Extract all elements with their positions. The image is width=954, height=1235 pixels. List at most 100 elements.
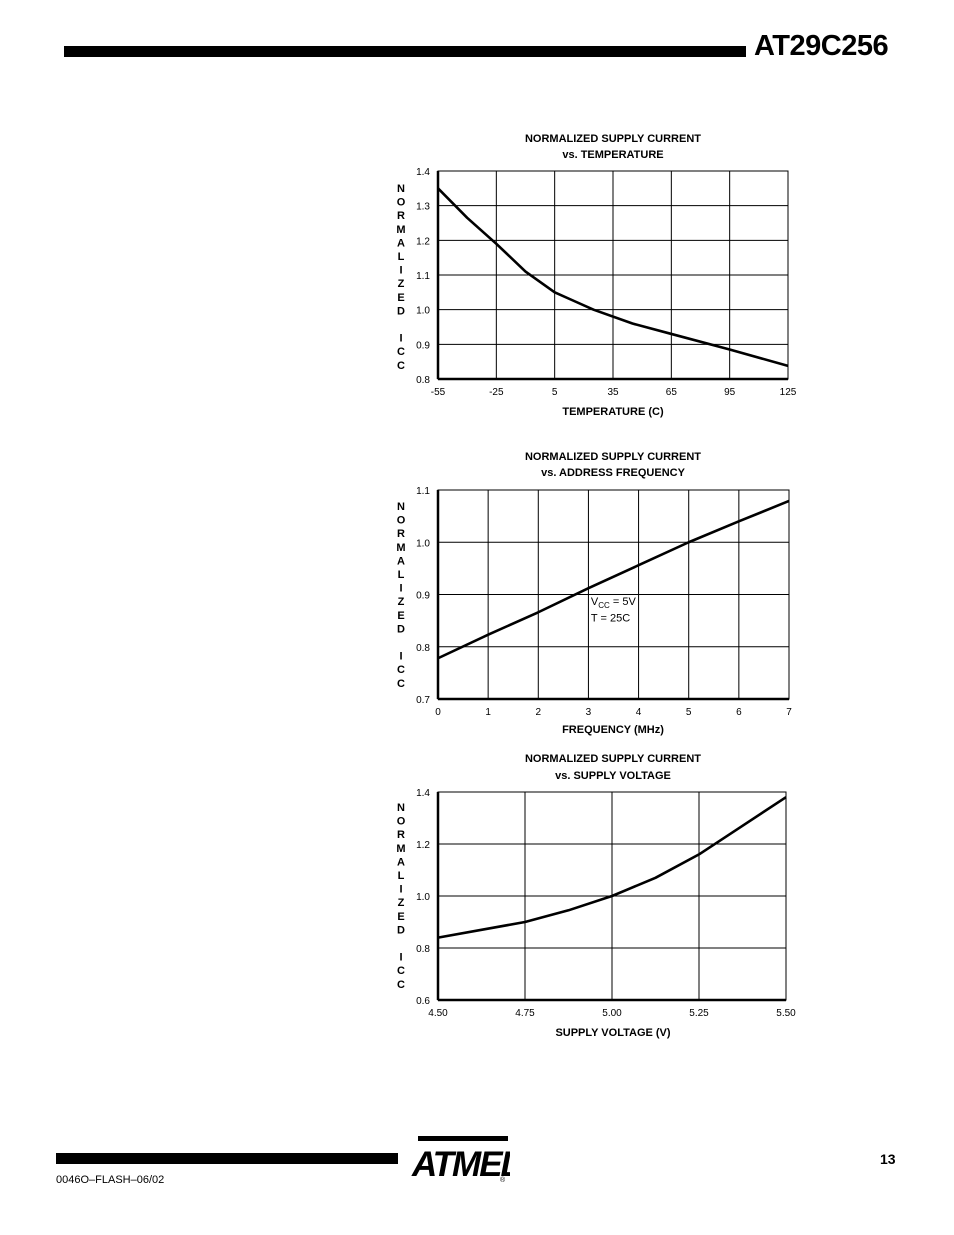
y-axis-label-letter: N	[397, 501, 405, 513]
annotation-subscript: CC	[598, 601, 610, 610]
atmel-logo: ATMEL ®	[410, 1136, 523, 1191]
y-axis-label-letter: M	[396, 542, 405, 554]
series-line	[437, 796, 787, 939]
x-axis-label: TEMPERATURE (C)	[562, 406, 664, 418]
y-axis-label-letter: M	[396, 843, 405, 855]
x-axis-label: SUPPLY VOLTAGE (V)	[555, 1027, 670, 1039]
x-tick-label: 65	[666, 387, 678, 398]
y-tick-label: 1.4	[416, 788, 430, 799]
annotation-text: V	[591, 596, 599, 608]
y-axis-label-letter: O	[397, 197, 406, 209]
y-tick-label: 1.2	[416, 236, 430, 247]
y-axis-label-letter: E	[397, 610, 404, 622]
y-tick-label: 1.2	[416, 840, 430, 851]
y-tick-label: 0.7	[416, 695, 430, 706]
y-axis-label-letter: A	[397, 555, 405, 567]
x-tick-label: 6	[736, 707, 742, 718]
x-tick-label: 1	[485, 707, 491, 718]
x-tick-label: 7	[786, 707, 792, 718]
y-axis-label-letter: I	[399, 651, 402, 663]
series-line	[437, 499, 790, 660]
atmel-logo-mark: ATMEL ®	[411, 1136, 523, 1184]
x-tick-label: -55	[431, 387, 446, 398]
y-axis-label-letter: I	[399, 333, 402, 345]
y-axis-label-letter: R	[397, 210, 405, 222]
y-axis-label-letter: O	[397, 515, 406, 527]
y-axis-label-letter: C	[397, 678, 405, 690]
y-axis-label-letter: D	[397, 305, 405, 317]
y-tick-label: 1.0	[416, 538, 430, 549]
document-id: 0046O–FLASH–06/02	[56, 1174, 165, 1186]
chart-title: NORMALIZED SUPPLY CURRENT	[525, 133, 701, 145]
registered-mark: ®	[500, 1176, 506, 1184]
y-axis-label-letter: C	[397, 360, 405, 372]
chart-subtitle: vs. TEMPERATURE	[562, 149, 663, 161]
header-rule	[64, 46, 746, 57]
x-tick-label: 5	[552, 387, 558, 398]
y-axis-label-letter: I	[399, 265, 402, 277]
footer-rule	[56, 1153, 398, 1164]
y-tick-label: 0.8	[416, 944, 430, 955]
y-axis-label-letter: E	[397, 292, 404, 304]
x-tick-label: 5	[686, 707, 692, 718]
y-axis-label-letter: R	[397, 829, 405, 841]
y-axis-label-letter: E	[397, 911, 404, 923]
y-axis-label-letter: I	[399, 583, 402, 595]
x-axis-label: FREQUENCY (MHz)	[562, 724, 664, 736]
chart-title: NORMALIZED SUPPLY CURRENT	[525, 451, 701, 463]
y-tick-label: 0.9	[416, 340, 430, 351]
logo-text: ATMEL	[411, 1145, 510, 1184]
x-tick-label: 5.00	[602, 1008, 622, 1019]
x-tick-label: 125	[780, 387, 797, 398]
y-axis-label-letter: C	[397, 965, 405, 977]
y-tick-label: 1.3	[416, 202, 430, 213]
x-tick-label: 95	[724, 387, 736, 398]
y-axis-label-letter: Z	[398, 897, 405, 909]
y-axis-label-letter: O	[397, 816, 406, 828]
y-axis-label-letter: N	[397, 802, 405, 814]
chart-annotation: T = 25C	[591, 613, 630, 625]
y-axis-label-letter: D	[397, 924, 405, 936]
y-tick-label: 1.1	[416, 486, 430, 497]
chart-title: NORMALIZED SUPPLY CURRENT	[525, 753, 701, 765]
y-axis-label-letter: D	[397, 623, 405, 635]
x-tick-label: 5.25	[689, 1008, 709, 1019]
x-tick-label: 4	[636, 707, 642, 718]
x-tick-label: 35	[607, 387, 619, 398]
chart-annotation: VCC = 5V	[591, 596, 637, 610]
document-title: AT29C256	[754, 30, 889, 62]
x-tick-label: 5.50	[776, 1008, 796, 1019]
y-axis-label-letter: C	[397, 664, 405, 676]
y-axis-label-letter: A	[397, 856, 405, 868]
annotation-text: T = 25C	[591, 613, 630, 625]
y-axis-label-letter: L	[398, 251, 405, 263]
x-tick-label: 4.50	[428, 1008, 448, 1019]
y-axis-label-letter: N	[397, 183, 405, 195]
y-axis-label-letter: L	[398, 870, 405, 882]
chart-subtitle: vs. SUPPLY VOLTAGE	[555, 770, 671, 782]
page-number: 13	[880, 1151, 896, 1167]
y-tick-label: 0.6	[416, 996, 430, 1007]
y-tick-label: 1.0	[416, 306, 430, 317]
y-tick-label: 0.9	[416, 591, 430, 602]
y-axis-label-letter: L	[398, 569, 405, 581]
y-axis-label-letter: Z	[398, 596, 405, 608]
y-axis-label-letter: I	[399, 884, 402, 896]
x-tick-label: 0	[435, 707, 441, 718]
y-tick-label: 1.0	[416, 892, 430, 903]
chart-subtitle: vs. ADDRESS FREQUENCY	[541, 467, 686, 479]
x-tick-label: 2	[536, 707, 542, 718]
x-tick-label: 3	[586, 707, 592, 718]
y-tick-label: 0.8	[416, 643, 430, 654]
y-tick-label: 1.1	[416, 271, 430, 282]
annotation-text-rest: = 5V	[610, 596, 637, 608]
y-axis-label-letter: C	[397, 346, 405, 358]
y-axis-label-letter: R	[397, 528, 405, 540]
x-tick-label: 4.75	[515, 1008, 535, 1019]
